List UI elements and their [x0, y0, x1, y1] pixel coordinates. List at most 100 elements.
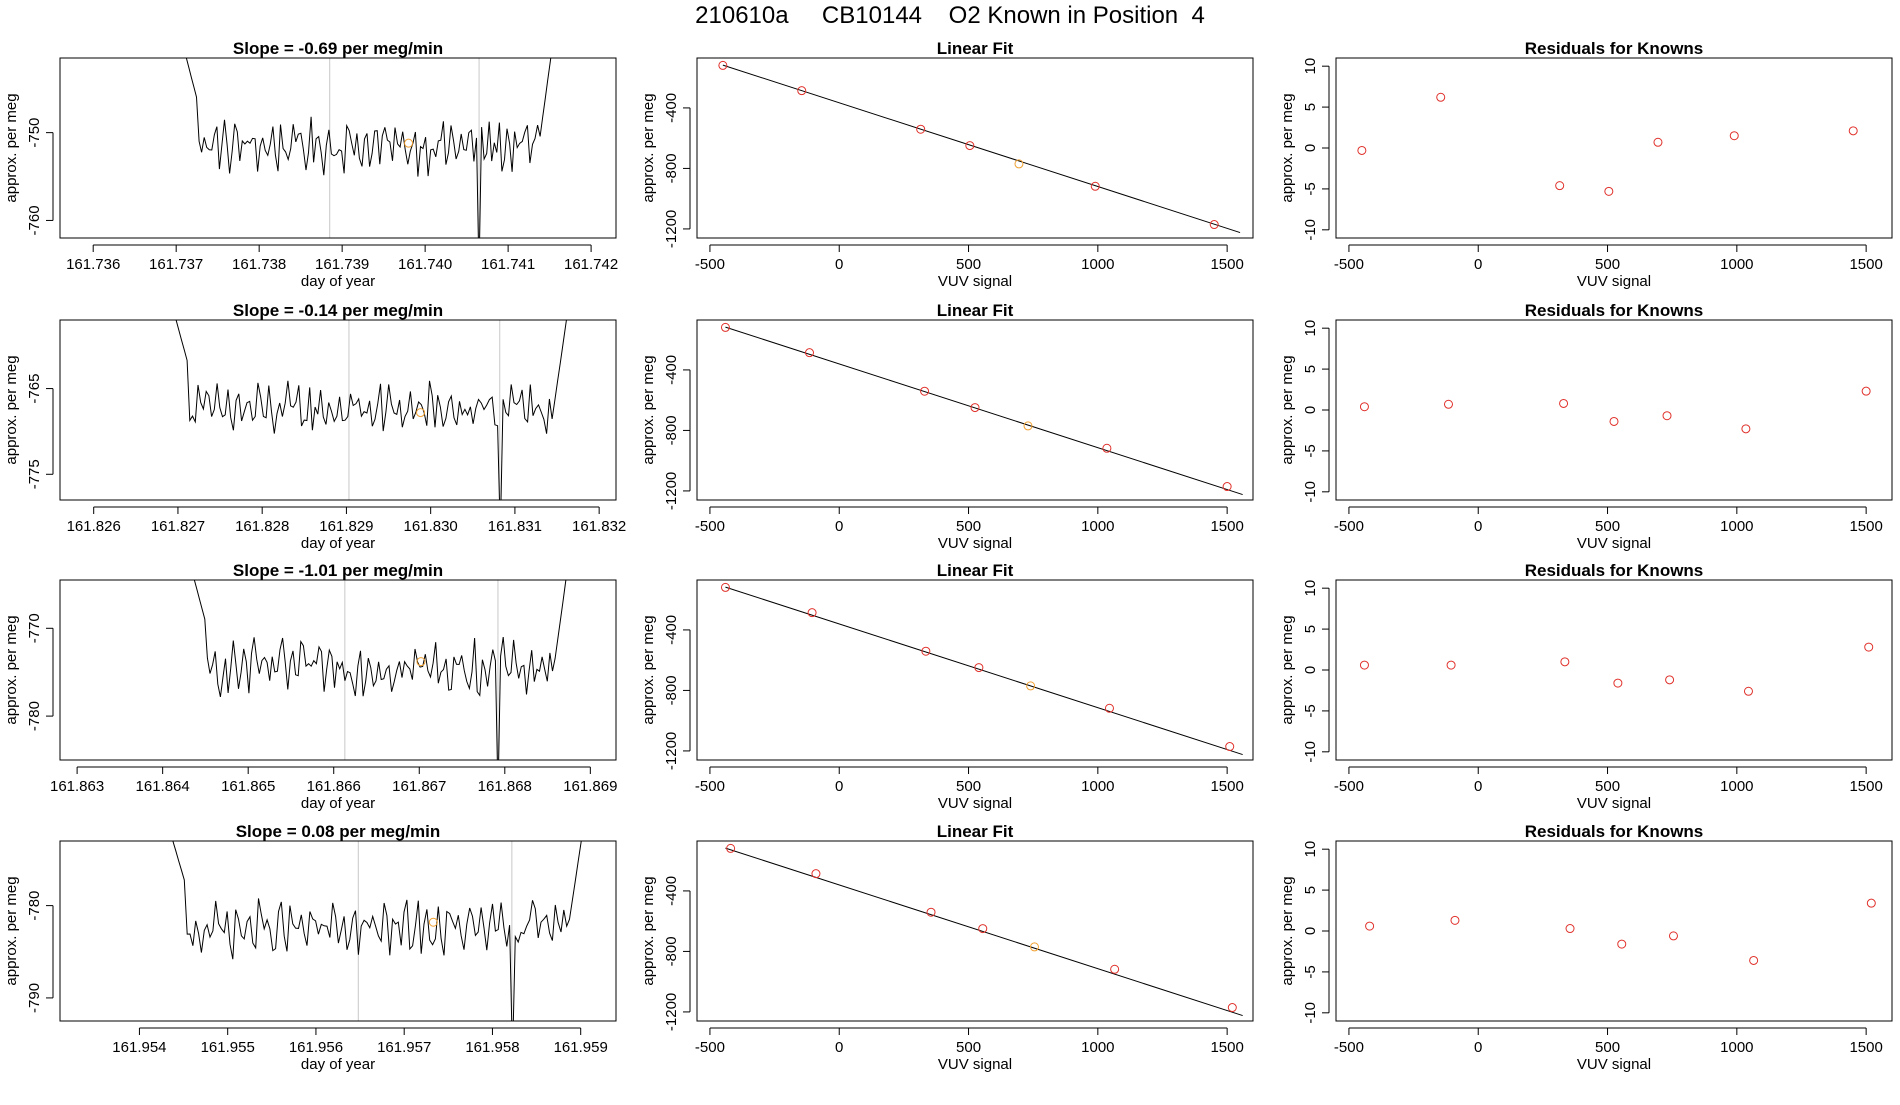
fit-x-tick-label: 1500 — [1210, 778, 1243, 795]
timeseries-y-label: approx. per meg — [3, 355, 20, 464]
residuals-x-tick-label: -500 — [1334, 778, 1364, 795]
fit-line — [725, 586, 1243, 756]
fit-y-label: approx. per meg — [640, 93, 657, 202]
fit-x-tick-label: 500 — [956, 778, 981, 795]
residual-point — [1743, 686, 1753, 696]
fit-y-tick-label: -400 — [663, 355, 680, 385]
residuals-y-tick-label: -10 — [1302, 219, 1319, 241]
fit-y-tick-label: -1200 — [663, 732, 680, 770]
timeseries-panel: Slope = -0.69 per meg/min 161.736 161.737 1… — [3, 39, 618, 290]
residual-point — [1357, 145, 1367, 155]
fit-line — [725, 847, 1243, 1017]
page-title: 210610a CB10144 O2 Known in Position 4 — [695, 2, 1205, 29]
known-point — [926, 907, 936, 917]
timeseries-panel: Slope = -1.01 per meg/min 161.863 161.864 1… — [3, 561, 617, 812]
known-point — [978, 924, 988, 934]
timeseries-title: Slope = 0.08 per meg/min — [236, 822, 441, 841]
residual-point — [1436, 92, 1446, 102]
timeseries-line — [172, 841, 582, 1021]
fit-y-tick-label: -1200 — [663, 210, 680, 248]
residuals-title: Residuals for Knowns — [1525, 822, 1704, 841]
residuals-x-label: VUV signal — [1577, 795, 1651, 812]
residual-point — [1741, 424, 1751, 434]
fit-frame — [696, 579, 1254, 761]
residuals-y-tick-label: 5 — [1302, 103, 1319, 111]
timeseries-panel: Slope = 0.08 per meg/min 161.954 161.955 16… — [3, 822, 617, 1073]
residuals-x-tick-label: -500 — [1334, 256, 1364, 273]
fit-panel: Linear Fit -500 0 500 1000 1500 VUV signal -120… — [640, 822, 1254, 1073]
fit-x-tick-label: 0 — [835, 518, 843, 535]
unknown-point — [428, 917, 438, 927]
timeseries-x-tick-label: 161.829 — [319, 518, 373, 535]
known-point — [1090, 181, 1100, 191]
fit-y-tick-label: -400 — [663, 876, 680, 906]
timeseries-x-tick-label: 161.957 — [377, 1039, 431, 1056]
residual-point — [1555, 181, 1565, 191]
timeseries-y-tick-label: -760 — [26, 205, 43, 235]
timeseries-x-label: day of year — [301, 535, 375, 552]
residuals-y-tick-label: -5 — [1302, 444, 1319, 457]
residuals-x-tick-label: 1000 — [1720, 256, 1753, 273]
known-point — [1102, 443, 1112, 453]
timeseries-y-tick-label: -775 — [26, 459, 43, 489]
timeseries-title: Slope = -0.14 per meg/min — [233, 301, 443, 320]
known-point — [1104, 703, 1114, 713]
residuals-y-label: approx. per meg — [1279, 876, 1296, 985]
fit-x-tick-label: -500 — [695, 256, 725, 273]
unknown-point — [404, 138, 414, 148]
residuals-frame — [1335, 57, 1893, 239]
timeseries-x-tick-label: 161.739 — [315, 256, 369, 273]
fit-title: Linear Fit — [937, 39, 1014, 58]
residuals-y-tick-label: 5 — [1302, 365, 1319, 373]
residual-point — [1662, 411, 1672, 421]
known-point — [974, 663, 984, 673]
residuals-y-tick-label: -5 — [1302, 182, 1319, 195]
residuals-x-tick-label: 500 — [1595, 518, 1620, 535]
fit-y-label: approx. per meg — [640, 876, 657, 985]
timeseries-x-label: day of year — [301, 273, 375, 290]
fit-x-tick-label: -500 — [695, 1039, 725, 1056]
timeseries-x-tick-label: 161.827 — [151, 518, 205, 535]
timeseries-frame — [59, 57, 617, 239]
residual-point — [1617, 939, 1627, 949]
timeseries-x-tick-label: 161.867 — [392, 778, 446, 795]
residuals-y-label: approx. per meg — [1279, 615, 1296, 724]
fit-y-tick-label: -1200 — [663, 993, 680, 1031]
timeseries-y-tick-label: -765 — [26, 374, 43, 404]
fit-x-tick-label: 500 — [956, 518, 981, 535]
known-point — [804, 348, 814, 358]
residual-point — [1604, 186, 1614, 196]
timeseries-panel: Slope = -0.14 per meg/min 161.826 161.827 1… — [3, 301, 626, 552]
known-point — [807, 608, 817, 618]
residuals-x-tick-label: 500 — [1595, 256, 1620, 273]
known-point — [921, 646, 931, 656]
residuals-x-tick-label: -500 — [1334, 1039, 1364, 1056]
residuals-x-label: VUV signal — [1577, 1056, 1651, 1073]
residuals-panel: Residuals for Knowns -500 0 500 1000 1500 VUV … — [1279, 561, 1893, 812]
residual-point — [1565, 924, 1575, 934]
known-point — [916, 124, 926, 134]
residual-point — [1866, 898, 1876, 908]
fit-line — [722, 64, 1241, 234]
timeseries-x-tick-label: 161.866 — [307, 778, 361, 795]
residuals-x-tick-label: 1500 — [1849, 518, 1882, 535]
residuals-x-tick-label: 500 — [1595, 778, 1620, 795]
residuals-y-tick-label: -10 — [1302, 741, 1319, 763]
residuals-x-tick-label: 0 — [1474, 1039, 1482, 1056]
fit-frame — [696, 840, 1254, 1022]
known-point — [1110, 964, 1120, 974]
fit-x-tick-label: 1000 — [1081, 778, 1114, 795]
timeseries-frame — [59, 579, 617, 761]
residuals-panel: Residuals for Knowns -500 0 500 1000 1500 VUV … — [1279, 301, 1893, 552]
unknown-point — [1014, 159, 1024, 169]
fit-title: Linear Fit — [937, 301, 1014, 320]
residuals-y-tick-label: 10 — [1302, 841, 1319, 858]
residuals-x-tick-label: 1500 — [1849, 256, 1882, 273]
fit-x-tick-label: 1500 — [1210, 1039, 1243, 1056]
timeseries-y-label: approx. per meg — [3, 93, 20, 202]
known-point — [1209, 220, 1219, 230]
residuals-x-tick-label: 1500 — [1849, 778, 1882, 795]
fit-x-tick-label: 500 — [956, 1039, 981, 1056]
unknown-point — [1029, 942, 1039, 952]
